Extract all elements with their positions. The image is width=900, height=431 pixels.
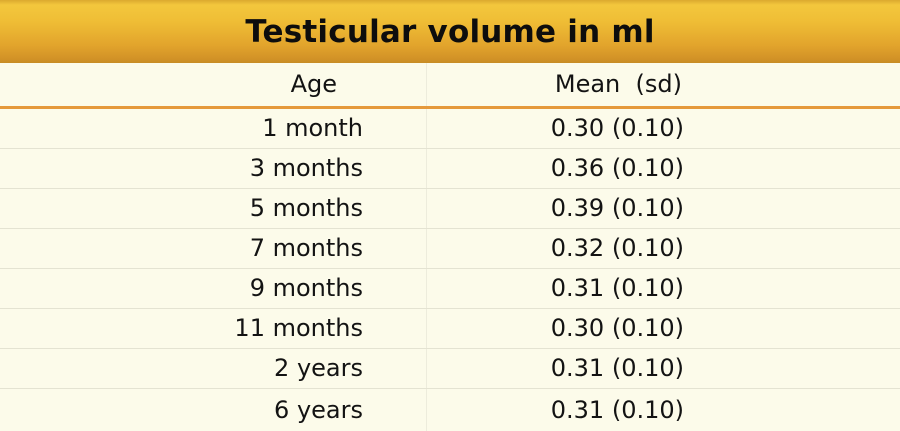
table-row: 5 months 0.39 (0.10) bbox=[0, 189, 900, 229]
age-cell: 11 months bbox=[0, 309, 427, 348]
age-cell: 2 years bbox=[0, 349, 427, 388]
mean-sd-cell: 0.39 (0.10) bbox=[550, 194, 684, 222]
age-cell: 7 months bbox=[0, 229, 427, 268]
table-row: 1 month 0.30 (0.10) bbox=[0, 109, 900, 149]
age-cell: 1 month bbox=[0, 109, 427, 148]
mean-sd-cell: 0.30 (0.10) bbox=[550, 114, 684, 142]
table-row: 6 years 0.31 (0.10) bbox=[0, 389, 900, 431]
mean-sd-cell: 0.31 (0.10) bbox=[550, 396, 684, 424]
table-row: 11 months 0.30 (0.10) bbox=[0, 309, 900, 349]
column-header-age: Age bbox=[0, 63, 427, 106]
mean-sd-cell: 0.30 (0.10) bbox=[550, 314, 684, 342]
mean-sd-cell: 0.36 (0.10) bbox=[550, 154, 684, 182]
column-header-mean-sd: Mean (sd) bbox=[554, 70, 682, 98]
age-cell: 6 years bbox=[0, 389, 427, 431]
mean-sd-cell: 0.31 (0.10) bbox=[550, 274, 684, 302]
table-row: 3 months 0.36 (0.10) bbox=[0, 149, 900, 189]
table-row: 7 months 0.32 (0.10) bbox=[0, 229, 900, 269]
table-row: 2 years 0.31 (0.10) bbox=[0, 349, 900, 389]
table-row: 9 months 0.31 (0.10) bbox=[0, 269, 900, 309]
age-cell: 5 months bbox=[0, 189, 427, 228]
table-title: Testicular volume in ml bbox=[245, 13, 655, 50]
age-cell: 3 months bbox=[0, 149, 427, 188]
mean-sd-cell: 0.32 (0.10) bbox=[550, 234, 684, 262]
mean-sd-cell: 0.31 (0.10) bbox=[550, 354, 684, 382]
table-header-row: Age Mean (sd) bbox=[0, 63, 900, 109]
table-body: 1 month 0.30 (0.10) 3 months 0.36 (0.10)… bbox=[0, 109, 900, 431]
table-title-banner: Testicular volume in ml bbox=[0, 0, 900, 63]
age-cell: 9 months bbox=[0, 269, 427, 308]
